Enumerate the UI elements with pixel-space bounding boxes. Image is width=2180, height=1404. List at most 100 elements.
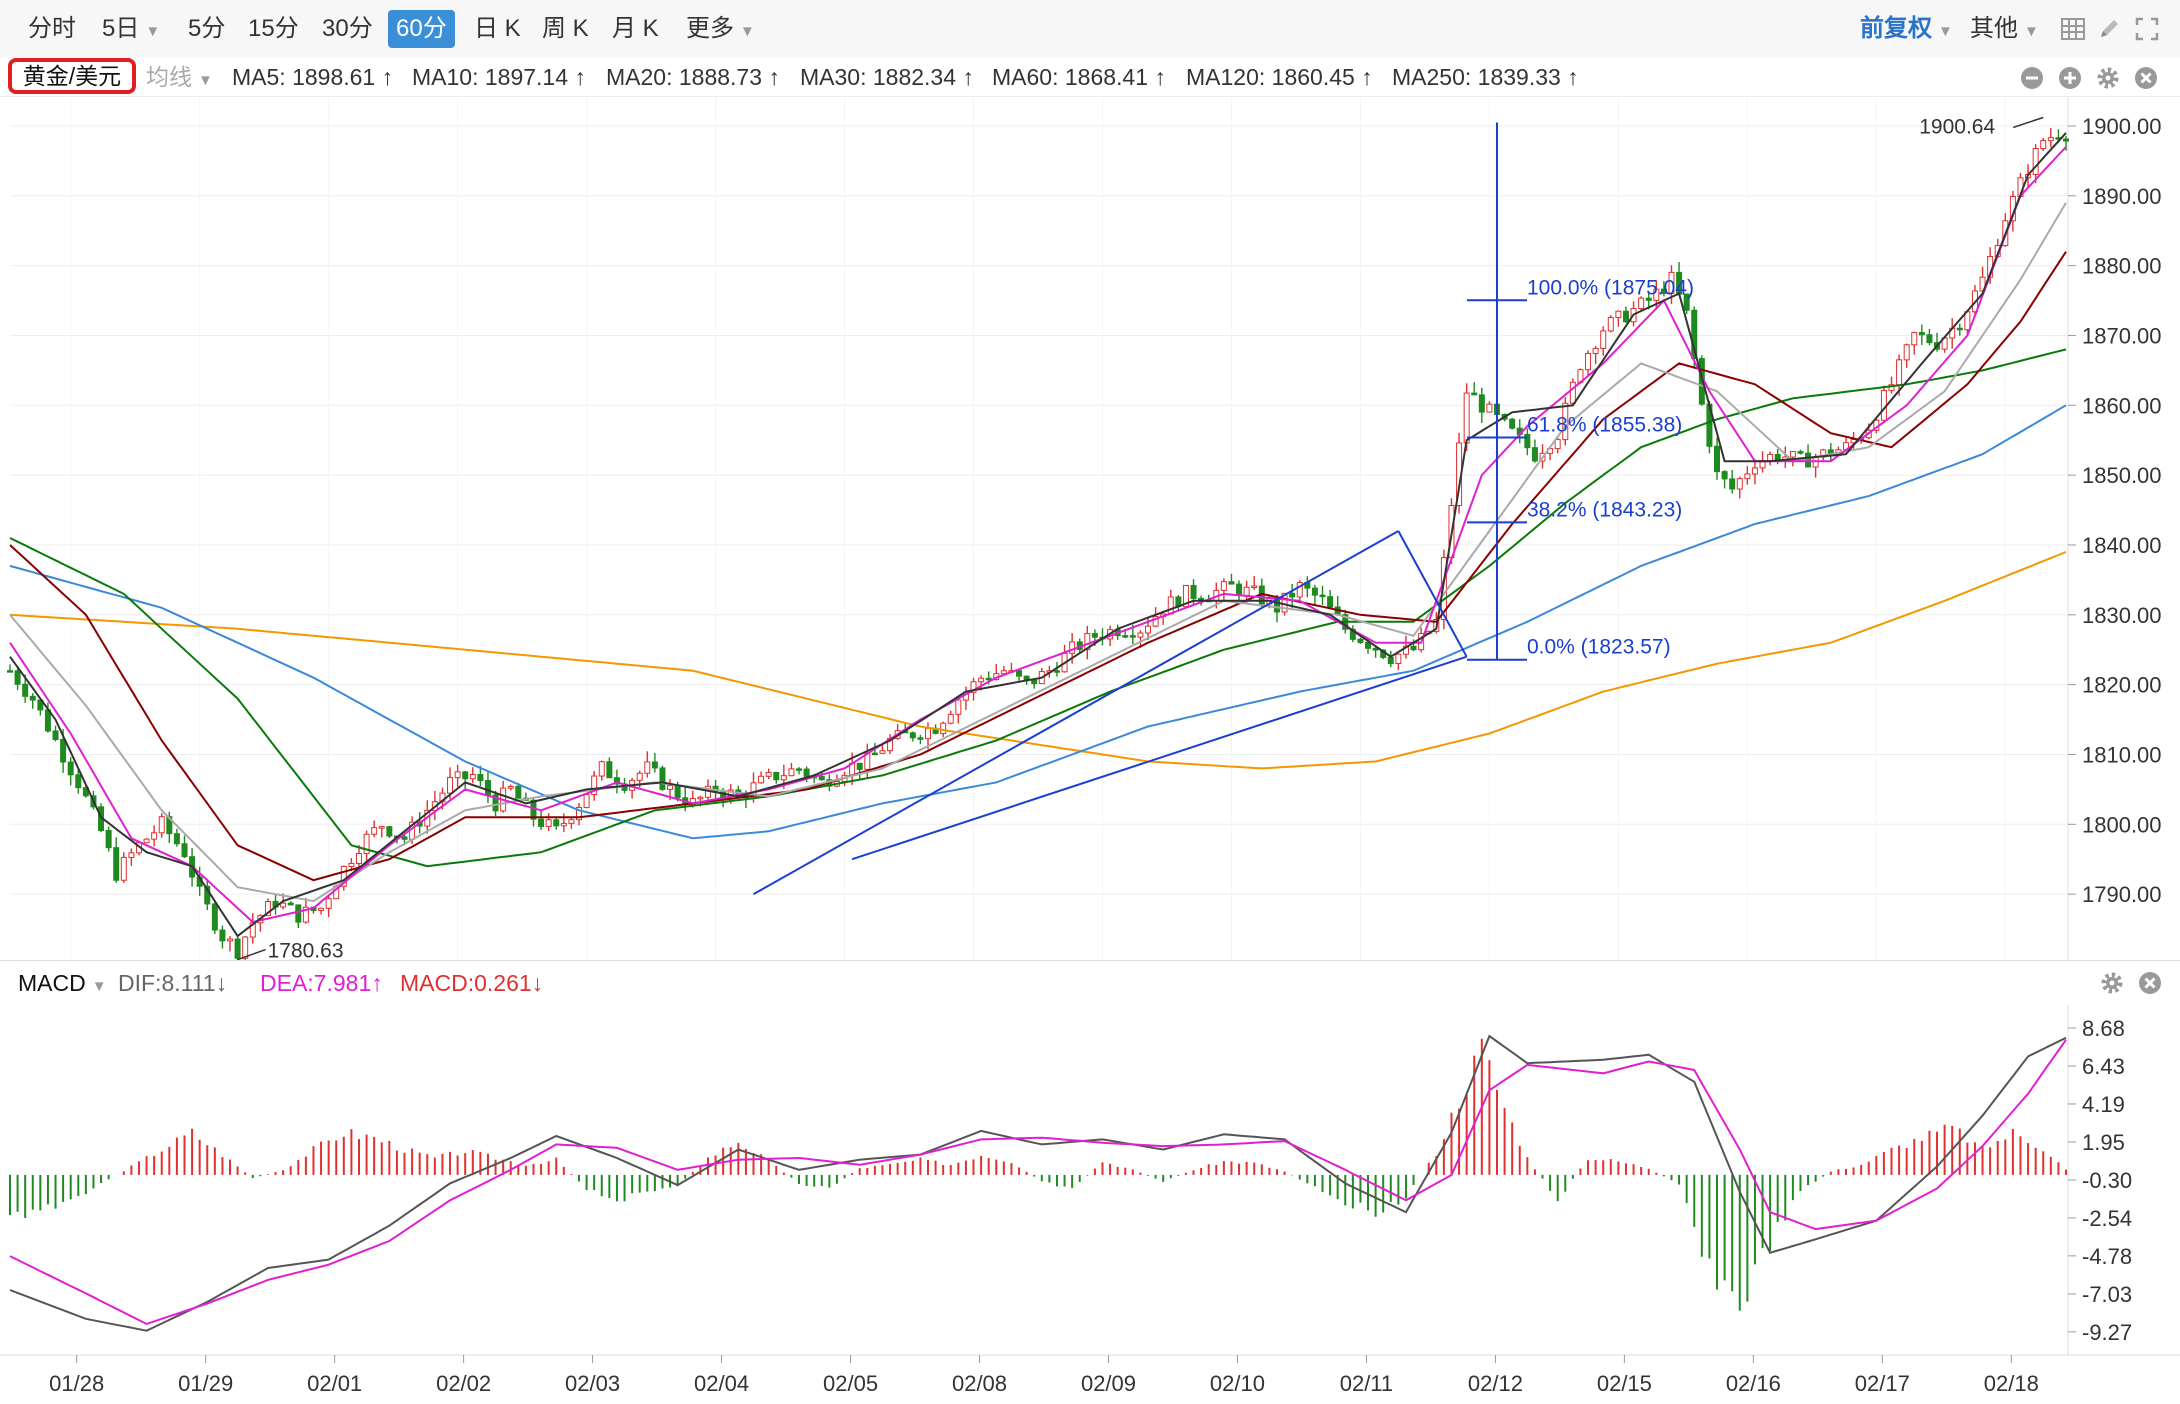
candle-body bbox=[1228, 581, 1235, 585]
period-tab-monthly[interactable]: 月 K bbox=[612, 15, 659, 42]
candle-body bbox=[477, 774, 484, 782]
candle-body bbox=[151, 832, 158, 840]
candle-body bbox=[1668, 271, 1675, 294]
adjust-dropdown[interactable]: 前复权 ▼ bbox=[1860, 10, 1953, 48]
candle-body bbox=[52, 730, 59, 740]
candle-body bbox=[1524, 433, 1531, 449]
macd-chart[interactable]: 8.68 6.43 4.19 1.95 -0.30 -2.54 -4.78 -7.03 -9.2… bbox=[0, 1005, 2180, 1400]
candle-body bbox=[1296, 582, 1303, 598]
candle-body bbox=[1751, 467, 1758, 475]
candle-body bbox=[1911, 332, 1918, 346]
grid-icon[interactable] bbox=[2060, 16, 2086, 42]
candle-body bbox=[2063, 138, 2069, 142]
macd-indicator-dropdown[interactable]: MACD ▼ bbox=[18, 968, 107, 1002]
candle-body bbox=[598, 761, 605, 777]
trendline-upper bbox=[753, 530, 1399, 896]
ma10-value: MA10: 1897.14 ↑ bbox=[412, 64, 586, 90]
candle-body bbox=[651, 761, 658, 769]
candle-body bbox=[227, 938, 234, 942]
candle-body bbox=[970, 681, 977, 693]
other-dropdown[interactable]: 其他 ▼ bbox=[1970, 10, 2039, 48]
date-tick-label: 02/03 bbox=[565, 1371, 620, 1396]
period-tab-5day[interactable]: 5日 ▼ bbox=[94, 10, 168, 48]
plus-icon[interactable] bbox=[2058, 66, 2082, 90]
candle-body bbox=[1744, 473, 1751, 480]
candle-body bbox=[340, 865, 347, 887]
fib-level-label: 100.0% (1875.04) bbox=[1527, 276, 1694, 299]
period-tab-daily[interactable]: 日 K bbox=[474, 15, 521, 42]
minus-icon[interactable] bbox=[2020, 66, 2044, 90]
candle-body bbox=[29, 695, 36, 701]
candle-body bbox=[1372, 647, 1379, 651]
candle-body bbox=[879, 750, 886, 754]
expand-icon[interactable] bbox=[2134, 16, 2160, 42]
period-tab-5min[interactable]: 5分 bbox=[188, 15, 226, 42]
candle-body bbox=[1236, 583, 1243, 596]
candle-body bbox=[264, 900, 271, 917]
candle-body bbox=[1789, 451, 1796, 458]
ma120-value: MA120: 1860.45 ↑ bbox=[1186, 64, 1373, 90]
candle-body bbox=[302, 906, 309, 923]
candle-body bbox=[143, 838, 150, 844]
period-tab-weekly[interactable]: 周 K bbox=[542, 15, 589, 42]
candle-body bbox=[1152, 616, 1159, 627]
candle-body bbox=[507, 785, 514, 789]
period-tab-60min[interactable]: 60分 bbox=[388, 10, 455, 48]
ma-line-ma30 bbox=[9, 251, 2067, 882]
trendline-lower bbox=[851, 655, 1467, 861]
candle-body bbox=[1926, 334, 1933, 344]
candle-body bbox=[796, 768, 803, 771]
candle-body bbox=[871, 752, 878, 756]
candle-body bbox=[606, 761, 613, 779]
date-tick-label: 02/12 bbox=[1468, 1371, 1523, 1396]
period-tab-5day-label: 5日 bbox=[102, 15, 140, 42]
ma-line-ma10 bbox=[9, 146, 2067, 924]
period-tab-15min[interactable]: 15分 bbox=[248, 15, 299, 42]
ma-line-ma60 bbox=[9, 348, 2067, 868]
gear-icon[interactable] bbox=[2096, 66, 2120, 90]
date-tick-label: 02/10 bbox=[1210, 1371, 1265, 1396]
candle-body bbox=[636, 772, 643, 781]
price-tick-label: 1860.00 bbox=[2082, 393, 2162, 418]
candle-body bbox=[1896, 359, 1903, 386]
candle-body bbox=[14, 670, 21, 685]
candle-body bbox=[538, 818, 545, 827]
macd-legend-row: MACD ▼ DIF:8.111↓ DEA:7.981↑ MACD:0.261↓ bbox=[0, 960, 2180, 1005]
pen-icon[interactable] bbox=[2096, 16, 2122, 42]
candle-body bbox=[780, 775, 787, 781]
close-icon[interactable] bbox=[2138, 971, 2162, 995]
period-tab-intraday[interactable]: 分时 bbox=[28, 15, 76, 42]
candle-body bbox=[2047, 137, 2054, 142]
more-periods-menu[interactable]: 更多 ▼ bbox=[678, 10, 763, 48]
price-tick-label: 1900.00 bbox=[2082, 114, 2162, 139]
price-tick-label: 1810.00 bbox=[2082, 742, 2162, 767]
candle-body bbox=[553, 819, 560, 827]
candle-body bbox=[947, 713, 954, 724]
candle-body bbox=[613, 777, 620, 785]
period-tab-30min[interactable]: 30分 bbox=[322, 15, 373, 42]
candle-body bbox=[325, 898, 332, 909]
candle-body bbox=[492, 794, 499, 812]
candle-body bbox=[560, 822, 567, 827]
price-tick-label: 1840.00 bbox=[2082, 533, 2162, 558]
close-icon[interactable] bbox=[2134, 66, 2158, 90]
candle-body bbox=[454, 771, 461, 779]
indicator-type-dropdown[interactable]: 均线 ▼ bbox=[146, 62, 213, 96]
candle-body bbox=[515, 785, 522, 799]
candle-body bbox=[1615, 310, 1622, 319]
symbol-label[interactable]: 黄金/美元 bbox=[8, 58, 136, 94]
fib-level-label: 61.8% (1855.38) bbox=[1527, 414, 1682, 437]
dropdown-caret-icon: ▼ bbox=[198, 72, 213, 89]
candle-body bbox=[1122, 635, 1129, 638]
candle-body bbox=[1660, 288, 1667, 294]
macd-tick-label: -2.54 bbox=[2082, 1206, 2132, 1231]
gear-icon[interactable] bbox=[2100, 971, 2124, 995]
price-chart[interactable]: 1900.00 1890.00 1880.00 1870.00 1860.00 1850.… bbox=[0, 97, 2180, 960]
candle-body bbox=[67, 761, 74, 776]
dropdown-caret-icon: ▼ bbox=[145, 23, 161, 40]
more-periods-label: 更多 bbox=[686, 15, 734, 42]
candle-body bbox=[105, 830, 112, 849]
low-marker-line bbox=[237, 948, 266, 960]
candle-body bbox=[7, 670, 13, 673]
date-tick-label: 02/09 bbox=[1081, 1371, 1136, 1396]
